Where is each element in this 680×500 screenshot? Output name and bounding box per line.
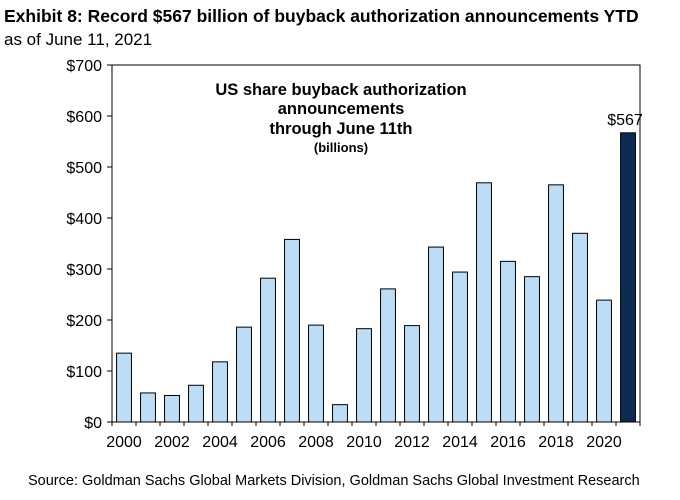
inner-units-label: (billions) — [314, 140, 368, 155]
annotation-label: $567 — [607, 112, 643, 129]
x-tick-label: 2000 — [106, 434, 142, 451]
bar-2000 — [116, 352, 132, 423]
y-tick-label: $400 — [66, 211, 102, 228]
inner-title-line-3: through June 11th — [269, 120, 412, 138]
bar-2014 — [452, 271, 468, 423]
bar-2012 — [404, 325, 420, 423]
x-tick-label: 2016 — [490, 434, 526, 451]
bar-2018 — [548, 184, 564, 423]
bar-2006 — [260, 277, 276, 423]
bar-2016 — [500, 260, 516, 423]
inner-title-line-2: announcements — [278, 100, 405, 118]
inner-title-line-1: US share buyback authorization — [215, 81, 466, 99]
y-tick-label: $200 — [66, 313, 102, 330]
bar-2002 — [164, 394, 180, 423]
bar-2015 — [476, 182, 492, 423]
y-tick-label: $500 — [66, 160, 102, 177]
y-tick-label: $100 — [66, 364, 102, 381]
bar-2009 — [332, 404, 348, 423]
bar-2001 — [140, 392, 156, 423]
bar-2008 — [308, 324, 324, 423]
bar-2011 — [380, 288, 396, 423]
bars-group — [116, 132, 636, 423]
x-tick-label: 2006 — [250, 434, 286, 451]
x-tick-label: 2002 — [154, 434, 190, 451]
x-tick-label: 2020 — [586, 434, 622, 451]
y-tick-label: $300 — [66, 262, 102, 279]
x-tick-label: 2018 — [538, 434, 574, 451]
bar-2007 — [284, 238, 300, 423]
y-tick-label: $600 — [66, 109, 102, 126]
bar-2013 — [428, 246, 444, 423]
bar-2017 — [524, 276, 540, 423]
bar-2003 — [188, 384, 204, 423]
bar-2021 — [620, 132, 636, 423]
bar-2010 — [356, 328, 372, 423]
bar-2004 — [212, 361, 228, 423]
x-tick-label: 2004 — [202, 434, 238, 451]
x-axis: 2000 2002 2004 2006 2008 2010 2012 2014 2016 2018… — [106, 422, 641, 451]
bar-2020 — [596, 299, 612, 423]
x-tick-label: 2012 — [394, 434, 430, 451]
y-tick-label: $700 — [66, 58, 102, 75]
x-tick-label: 2008 — [298, 434, 334, 451]
bar-chart: $0$100$200$300$400$500$600$700 2000 2002 2… — [66, 58, 643, 451]
plot-frame — [111, 64, 641, 423]
source-note: Source: Goldman Sachs Global Markets Div… — [28, 473, 640, 489]
bar-2005 — [236, 326, 252, 423]
chart-subtitle: as of June 11, 2021 — [4, 30, 153, 49]
bar-2019 — [572, 232, 588, 423]
y-tick-label: $0 — [84, 415, 102, 432]
y-axis: $0 $100 $200 $300 $400 $500 $600 $700 — [66, 58, 112, 432]
chart-title: Exhibit 8: Record $567 billion of buybac… — [4, 6, 639, 26]
x-tick-label: 2010 — [346, 434, 382, 451]
x-tick-label: 2014 — [442, 434, 478, 451]
